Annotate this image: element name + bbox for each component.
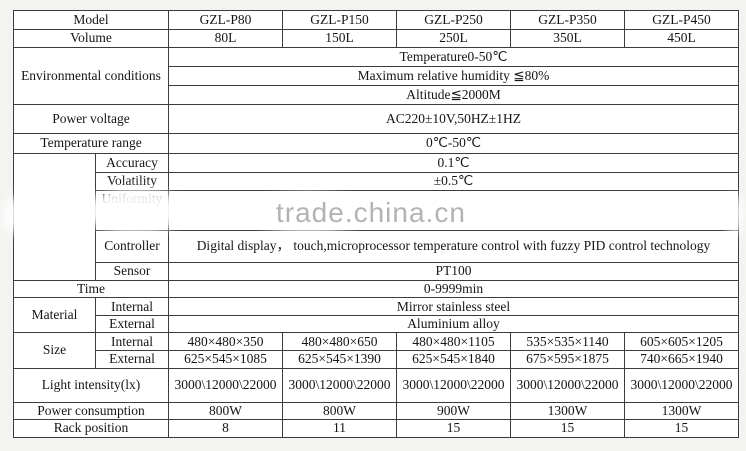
row-time: Time 0-9999min bbox=[13, 279, 739, 299]
volume-value: 80L bbox=[168, 29, 283, 48]
light-intensity-value: 3000\12000\22000 bbox=[510, 367, 625, 403]
row-uniformity: Uniformity bbox=[14, 190, 739, 231]
row-light-intensity: Light intensity(lx) 3000\12000\22000 300… bbox=[13, 367, 739, 403]
model-value: GZL-P150 bbox=[282, 10, 397, 30]
power-consumption-value: 1300W bbox=[624, 401, 739, 420]
model-value: GZL-P80 bbox=[168, 10, 283, 30]
size-internal-value: 480×480×350 bbox=[168, 332, 283, 352]
power-consumption-value: 800W bbox=[282, 401, 397, 420]
material-external-label: External bbox=[95, 315, 169, 334]
material-internal-value: Mirror stainless steel bbox=[168, 297, 739, 317]
env-humidity-value: Maximum relative humidity ≦80% bbox=[168, 66, 739, 86]
material-label: Material bbox=[13, 297, 96, 334]
row-env-temperature: Environmental conditions Temperature0-50… bbox=[13, 47, 739, 105]
material-internal-label: Internal bbox=[95, 297, 169, 317]
spec-table: Model GZL-P80 GZL-P150 GZL-P250 GZL-P350… bbox=[13, 10, 739, 438]
size-label: Size bbox=[13, 332, 96, 369]
time-value: 0-9999min bbox=[168, 279, 739, 299]
volume-value: 350L bbox=[510, 29, 625, 48]
env-altitude-value: Altitude≦2000M bbox=[168, 85, 739, 105]
model-value: GZL-P350 bbox=[510, 10, 625, 30]
power-consumption-value: 1300W bbox=[510, 401, 625, 420]
power-voltage-label: Power voltage bbox=[13, 104, 169, 134]
rack-position-value: 15 bbox=[624, 418, 739, 438]
size-external-value: 740×665×1940 bbox=[624, 350, 739, 369]
controller-value: Digital display， touch,microprocessor te… bbox=[168, 230, 739, 263]
environmental-label: Environmental conditions bbox=[13, 47, 169, 105]
size-internal-label: Internal bbox=[95, 332, 169, 352]
power-consumption-value: 800W bbox=[168, 401, 283, 420]
row-model: Model GZL-P80 GZL-P150 GZL-P250 GZL-P350… bbox=[13, 10, 739, 30]
rack-position-value: 8 bbox=[168, 418, 283, 438]
row-size-internal: Size Internal 480×480×350 480×480×650 48… bbox=[13, 332, 739, 369]
light-intensity-value: 3000\12000\22000 bbox=[396, 367, 511, 403]
volume-value: 450L bbox=[624, 29, 739, 48]
size-external-value: 625×545×1390 bbox=[282, 350, 397, 369]
power-voltage-value: AC220±10V,50HZ±1HZ bbox=[168, 104, 739, 134]
merged-empty-cell bbox=[13, 153, 96, 281]
size-external-value: 625×545×1085 bbox=[168, 350, 283, 369]
size-internal-value: 480×480×650 bbox=[282, 332, 397, 352]
time-label: Time bbox=[13, 279, 169, 299]
row-material-internal: Material Internal Mirror stainless steel bbox=[13, 297, 739, 334]
row-temperature-range: Temperature range 0℃-50℃ bbox=[13, 133, 739, 154]
row-controller: Controller Digital display， touch,microp… bbox=[14, 230, 739, 263]
rack-position-value: 15 bbox=[396, 418, 511, 438]
row-volatility: Volatility ±0.5℃ bbox=[14, 172, 739, 191]
rack-position-value: 11 bbox=[282, 418, 397, 438]
size-external-label: External bbox=[95, 350, 169, 369]
row-rack-position: Rack position 8 11 15 15 15 bbox=[13, 418, 739, 438]
env-temperature-value: Temperature0-50℃ bbox=[168, 47, 739, 67]
volume-label: Volume bbox=[13, 29, 169, 48]
controller-label: Controller bbox=[95, 230, 169, 263]
accuracy-label: Accuracy bbox=[95, 153, 169, 173]
row-volume: Volume 80L 150L 250L 350L 450L bbox=[13, 29, 739, 48]
power-consumption-label: Power consumption bbox=[13, 401, 169, 420]
size-internal-value: 535×535×1140 bbox=[510, 332, 625, 352]
row-power-voltage: Power voltage AC220±10V,50HZ±1HZ bbox=[13, 104, 739, 134]
size-external-value: 675×595×1875 bbox=[510, 350, 625, 369]
light-intensity-value: 3000\12000\22000 bbox=[624, 367, 739, 403]
size-internal-value: 480×480×1105 bbox=[396, 332, 511, 352]
rack-position-value: 15 bbox=[510, 418, 625, 438]
volume-value: 250L bbox=[396, 29, 511, 48]
sensor-value: PT100 bbox=[168, 262, 739, 281]
size-external-value: 625×545×1840 bbox=[396, 350, 511, 369]
row-material-external: External Aluminium alloy bbox=[14, 315, 739, 334]
temperature-range-value: 0℃-50℃ bbox=[168, 133, 739, 154]
model-value: GZL-P450 bbox=[624, 10, 739, 30]
model-value: GZL-P250 bbox=[396, 10, 511, 30]
material-external-value: Aluminium alloy bbox=[168, 315, 739, 334]
rack-position-label: Rack position bbox=[13, 418, 169, 438]
light-intensity-value: 3000\12000\22000 bbox=[282, 367, 397, 403]
volatility-value: ±0.5℃ bbox=[168, 172, 739, 191]
light-intensity-label: Light intensity(lx) bbox=[13, 367, 169, 403]
row-sensor: Sensor PT100 bbox=[14, 262, 739, 281]
uniformity-label: Uniformity bbox=[95, 190, 169, 231]
row-size-external: External 625×545×1085 625×545×1390 625×5… bbox=[14, 350, 739, 369]
volume-value: 150L bbox=[282, 29, 397, 48]
size-internal-value: 605×605×1205 bbox=[624, 332, 739, 352]
row-accuracy: Accuracy 0.1℃ bbox=[13, 153, 739, 281]
temperature-range-label: Temperature range bbox=[13, 133, 169, 154]
sensor-label: Sensor bbox=[95, 262, 169, 281]
light-intensity-value: 3000\12000\22000 bbox=[168, 367, 283, 403]
row-power-consumption: Power consumption 800W 800W 900W 1300W 1… bbox=[13, 401, 739, 420]
accuracy-value: 0.1℃ bbox=[168, 153, 739, 173]
volatility-label: Volatility bbox=[95, 172, 169, 191]
power-consumption-value: 900W bbox=[396, 401, 511, 420]
uniformity-value bbox=[168, 190, 739, 231]
model-label: Model bbox=[13, 10, 169, 30]
